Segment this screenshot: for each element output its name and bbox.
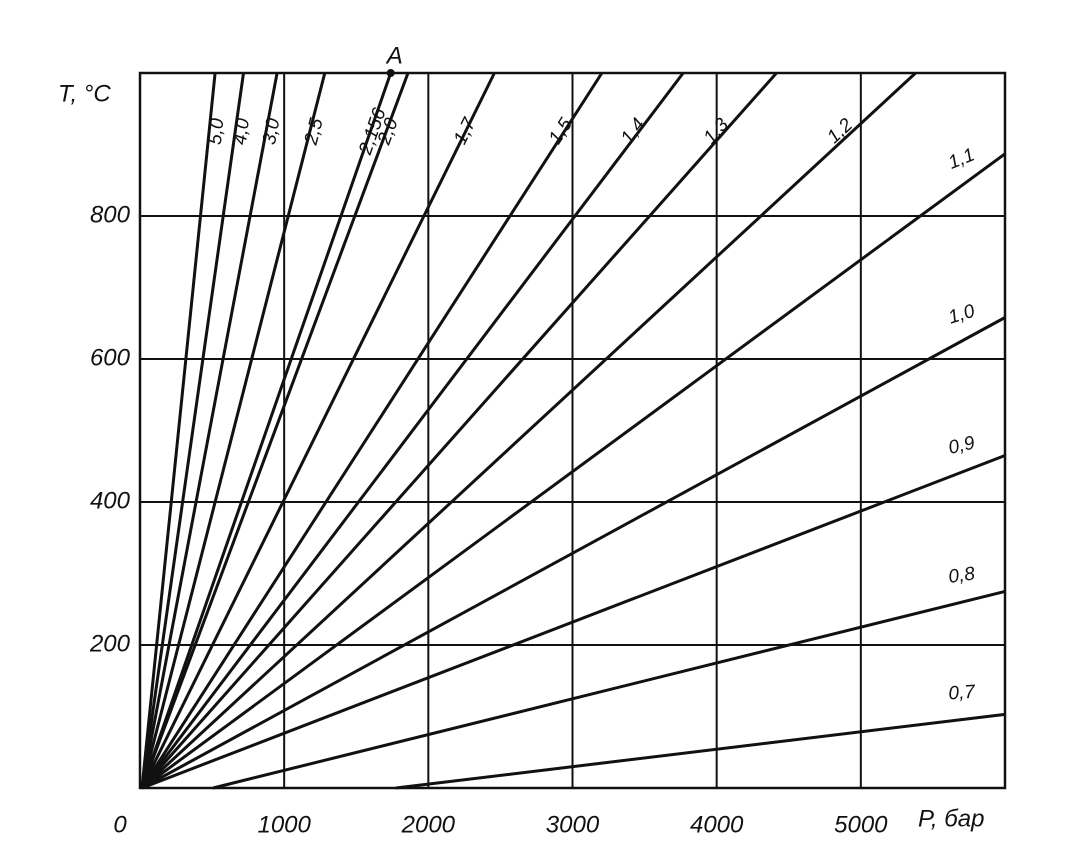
- x-axis-label: P, бар: [918, 805, 984, 832]
- line-label: 5,0: [205, 117, 229, 146]
- line-label: 0,8: [947, 563, 977, 588]
- line-label: 1,2: [823, 114, 857, 148]
- series-line: [140, 72, 496, 789]
- line-label: 1,3: [700, 114, 734, 148]
- series-line: [140, 72, 217, 789]
- series-line: [212, 589, 1006, 790]
- series-line: [140, 72, 393, 789]
- line-label: 2,5: [301, 116, 328, 148]
- line-label: 1,1: [945, 144, 977, 173]
- x-tick-label: 1000: [257, 811, 311, 838]
- series-line: [140, 72, 245, 789]
- x-tick-label: 5000: [834, 811, 888, 838]
- line-label: 3,0: [259, 116, 285, 146]
- line-label: 0,7: [948, 682, 977, 705]
- series-line: [140, 71, 917, 790]
- series-line: [141, 152, 1006, 790]
- y-axis-label: T, °C: [58, 80, 111, 107]
- line-label: 1,0: [946, 301, 978, 329]
- series-line: [395, 712, 1006, 790]
- x-tick-label: 3000: [546, 811, 600, 838]
- line-label: 1,7: [450, 114, 481, 148]
- y-tick-label: 800: [90, 201, 131, 228]
- y-tick-label: 600: [90, 344, 131, 371]
- series-line: [140, 72, 604, 789]
- annotation-point: [386, 69, 395, 77]
- x-tick-label: 4000: [690, 811, 744, 838]
- series-line: [140, 72, 410, 789]
- y-tick-label: 400: [90, 487, 131, 514]
- series-line: [140, 72, 279, 789]
- x-tick-label: 2000: [401, 811, 456, 838]
- line-label: 4,0: [230, 117, 255, 147]
- series-line: [141, 316, 1006, 790]
- x-tick-label: 0: [113, 811, 127, 838]
- annotation-text: A: [385, 42, 403, 69]
- series-line: [141, 454, 1006, 790]
- series-line: [140, 72, 685, 789]
- line-label: 1,4: [617, 114, 650, 148]
- series-line: [140, 72, 778, 789]
- y-tick-label: 200: [89, 630, 131, 657]
- series-line: [140, 72, 327, 789]
- line-label: 0,9: [946, 432, 977, 458]
